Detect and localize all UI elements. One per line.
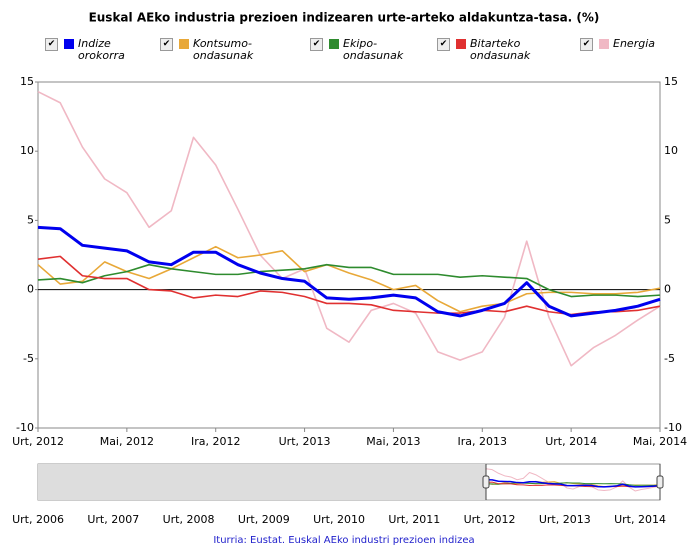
navigator-handle bbox=[656, 475, 664, 489]
legend-item[interactable]: ✔ Kontsumo-ondasunak bbox=[160, 38, 269, 62]
legend: ✔ Indize orokorra ✔ Kontsumo-ondasunak ✔ Ekip… bbox=[0, 38, 688, 68]
navigator-line bbox=[485, 468, 661, 492]
series-line bbox=[37, 255, 661, 316]
y2-tick-label: -10 bbox=[664, 421, 682, 434]
plot-border bbox=[37, 81, 661, 429]
legend-swatch bbox=[329, 39, 339, 49]
x-tick-label: Mai, 2013 bbox=[366, 435, 420, 448]
y2-tick-label: 5 bbox=[664, 213, 671, 226]
y-tick-label: 15 bbox=[20, 75, 34, 88]
navigator-line bbox=[485, 479, 661, 488]
legend-item[interactable]: ✔ Indize orokorra bbox=[45, 38, 128, 62]
chart-title: Euskal AEko industria prezioen indizeare… bbox=[89, 11, 600, 25]
legend-label: Bitarteko ondasunak bbox=[470, 37, 531, 62]
x-tick-label: Mai, 2014 bbox=[633, 435, 687, 448]
legend-checkbox[interactable]: ✔ bbox=[437, 38, 450, 51]
series-line bbox=[37, 90, 661, 367]
navigator-label: Urt, 2007 bbox=[87, 513, 139, 526]
navigator-unselected bbox=[38, 464, 486, 500]
legend-swatch bbox=[64, 39, 74, 49]
source: Iturria: Eustat. Euskal AEko industri pr… bbox=[213, 535, 474, 546]
legend-item[interactable]: ✔ Bitarteko ondasunak bbox=[437, 38, 546, 62]
navigator-label: Urt, 2011 bbox=[388, 513, 440, 526]
y-tick-label: 10 bbox=[20, 144, 34, 157]
navigator-label: Urt, 2008 bbox=[163, 513, 215, 526]
legend-checkbox[interactable]: ✔ bbox=[45, 38, 58, 51]
x-tick-label: Urt, 2012 bbox=[12, 435, 64, 448]
x-tick-label: Urt, 2014 bbox=[545, 435, 597, 448]
legend-item[interactable]: ✔ Ekipo-ondasunak bbox=[310, 38, 419, 62]
legend-checkbox[interactable]: ✔ bbox=[580, 38, 593, 51]
y2-tick-label: 10 bbox=[664, 144, 678, 157]
legend-label: Ekipo-ondasunak bbox=[343, 37, 404, 62]
series-line bbox=[37, 263, 661, 298]
x-tick-label: Ira, 2012 bbox=[191, 435, 241, 448]
legend-swatch bbox=[179, 39, 189, 49]
x-tick-label: Ira, 2013 bbox=[458, 435, 508, 448]
navigator-label: Urt, 2014 bbox=[614, 513, 666, 526]
legend-swatch bbox=[599, 39, 609, 49]
y2-tick-label: 0 bbox=[664, 283, 671, 296]
navigator-label: Urt, 2013 bbox=[539, 513, 591, 526]
legend-checkbox[interactable]: ✔ bbox=[160, 38, 173, 51]
legend-label: Energia bbox=[613, 37, 655, 50]
series-line bbox=[37, 245, 661, 313]
y-tick-label: -10 bbox=[16, 421, 34, 434]
navigator-label: Urt, 2009 bbox=[238, 513, 290, 526]
y-tick-label: -5 bbox=[23, 352, 34, 365]
series-line bbox=[37, 225, 661, 318]
y-tick-label: 5 bbox=[27, 213, 34, 226]
legend-item[interactable]: ✔ Energia bbox=[580, 38, 688, 51]
y2-tick-label: -5 bbox=[664, 352, 675, 365]
y-tick-label: 0 bbox=[27, 283, 34, 296]
legend-swatch bbox=[456, 39, 466, 49]
navigator-label: Urt, 2010 bbox=[313, 513, 365, 526]
navigator-handle bbox=[482, 475, 490, 489]
y2-tick-label: 15 bbox=[664, 75, 678, 88]
x-tick-label: Urt, 2013 bbox=[279, 435, 331, 448]
x-tick-label: Mai, 2012 bbox=[100, 435, 154, 448]
navigator-label: Urt, 2012 bbox=[464, 513, 516, 526]
legend-label: Indize orokorra bbox=[78, 37, 125, 62]
navigator-label: Urt, 2006 bbox=[12, 513, 64, 526]
legend-checkbox[interactable]: ✔ bbox=[310, 38, 323, 51]
legend-label: Kontsumo-ondasunak bbox=[193, 37, 254, 62]
